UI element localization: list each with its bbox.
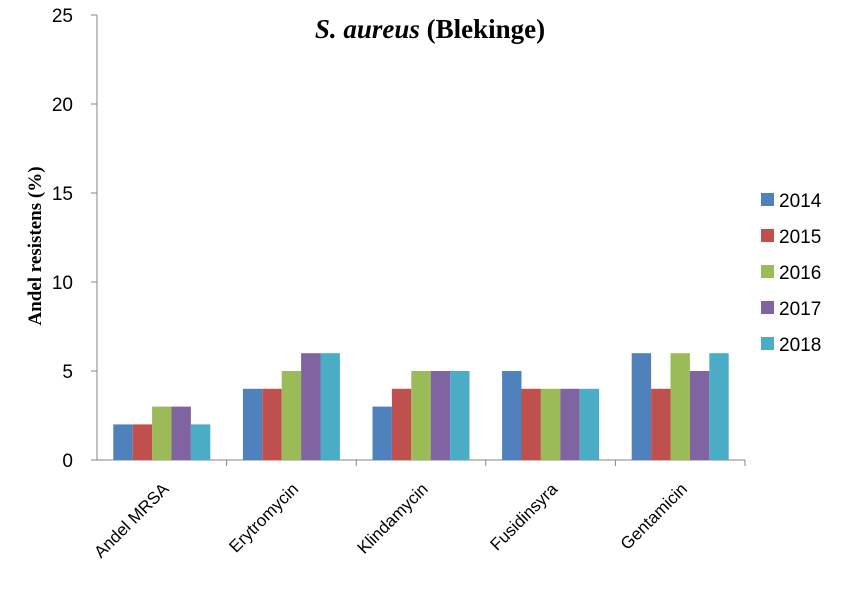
bar-2018-4 <box>709 353 729 460</box>
y-axis-label: Andel resistens (%) <box>25 166 46 325</box>
legend: 2014 2015 2016 2017 2018 <box>761 191 822 356</box>
bar-2016-2 <box>411 371 431 460</box>
bar-2016-0 <box>152 406 172 460</box>
bar-2015-2 <box>391 388 412 460</box>
bar-2014-4 <box>631 353 652 460</box>
legend-label: 2015 <box>779 227 821 248</box>
bar-2018-0 <box>190 424 211 460</box>
y-ticks: 0 5 10 15 20 25 <box>52 6 97 472</box>
bar-2014-3 <box>502 371 522 460</box>
bar-2017-4 <box>689 371 710 460</box>
legend-label: 2018 <box>779 335 821 356</box>
legend-label: 2017 <box>779 299 821 320</box>
legend-swatch-2015 <box>761 229 774 242</box>
bar-2018-1 <box>320 353 340 460</box>
bar-2015-1 <box>262 388 282 460</box>
bar-2015-0 <box>132 424 153 460</box>
bar-2014-0 <box>113 424 133 460</box>
legend-swatch-2016 <box>761 265 774 278</box>
y-tick-label: 25 <box>52 6 73 27</box>
bars <box>113 353 729 460</box>
y-tick-label: 20 <box>52 95 73 116</box>
legend-swatch-2018 <box>761 337 774 350</box>
bar-2014-2 <box>372 406 392 460</box>
chart-title: S. aureus (Blekinge) <box>315 14 545 44</box>
bar-2017-3 <box>560 388 580 460</box>
legend-label: 2016 <box>779 263 821 284</box>
bar-2015-3 <box>521 388 541 460</box>
legend-swatch-2014 <box>761 193 774 206</box>
bar-2016-3 <box>540 388 561 460</box>
chart-title-rest: (Blekinge) <box>427 14 546 44</box>
y-tick-label: 10 <box>52 273 73 294</box>
bar-2014-1 <box>242 388 263 460</box>
bar-2016-4 <box>670 353 690 460</box>
y-tick-label: 0 <box>62 451 73 472</box>
x-category-label: Fusidinsyra <box>487 479 562 554</box>
x-category-label: Erytromycin <box>225 479 302 556</box>
bar-2016-1 <box>281 371 302 460</box>
x-categories: Andel MRSA Erytromycin Klindamycin Fusidins… <box>90 460 746 562</box>
x-category-label: Gentamicin <box>617 479 691 553</box>
legend-swatch-2017 <box>761 301 774 314</box>
legend-label: 2014 <box>779 191 822 212</box>
bar-2017-0 <box>171 406 191 460</box>
bar-2017-1 <box>301 353 321 460</box>
x-category-label: Andel MRSA <box>90 479 173 562</box>
bar-2018-3 <box>579 388 600 460</box>
chart-title-italic: S. aureus <box>315 14 420 44</box>
y-tick-label: 5 <box>62 362 73 383</box>
x-category-label: Klindamycin <box>354 479 432 557</box>
bar-2018-2 <box>450 371 470 460</box>
bar-2017-2 <box>430 371 451 460</box>
bar-2015-4 <box>651 388 671 460</box>
y-tick-label: 15 <box>52 184 73 205</box>
